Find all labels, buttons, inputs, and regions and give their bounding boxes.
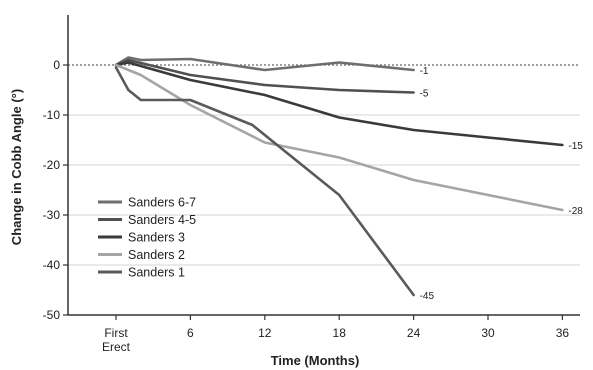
end-label-sanders-1: -45 bbox=[420, 291, 435, 302]
end-label-sanders-4-5: -5 bbox=[420, 89, 429, 100]
legend-label: Sanders 1 bbox=[128, 266, 185, 280]
y-tick-label: -40 bbox=[43, 258, 61, 272]
legend: Sanders 6-7 Sanders 4-5 Sanders 3 Sanders 2… bbox=[98, 196, 196, 280]
x-tick-label: 30 bbox=[481, 326, 495, 340]
end-label-sanders-6-7: -1 bbox=[420, 66, 429, 77]
end-label-sanders-2: -28 bbox=[568, 206, 583, 217]
legend-label: Sanders 2 bbox=[128, 248, 185, 262]
x-tick-label: 24 bbox=[407, 326, 421, 340]
end-value-labels: -1 -5 -15 -28 -45 bbox=[420, 66, 584, 302]
y-tick-label: -50 bbox=[43, 308, 61, 322]
series-line-sanders-2 bbox=[114, 63, 564, 212]
legend-label: Sanders 4-5 bbox=[128, 213, 196, 227]
y-tick-label: -30 bbox=[43, 208, 61, 222]
y-tick-label: -10 bbox=[43, 108, 61, 122]
y-axis-title: Change in Cobb Angle (°) bbox=[9, 89, 24, 245]
series-line-sanders-6-7 bbox=[114, 56, 415, 72]
series-line-sanders-1 bbox=[114, 66, 415, 297]
y-axis-ticks: 0 -10 -20 -30 -40 -50 bbox=[43, 58, 68, 322]
x-tick-label: 18 bbox=[333, 326, 347, 340]
x-tick-label: First bbox=[104, 326, 128, 340]
x-tick-label: 36 bbox=[556, 326, 570, 340]
x-tick-label: 12 bbox=[258, 326, 272, 340]
x-tick-label: 6 bbox=[187, 326, 194, 340]
x-tick-label: Erect bbox=[102, 340, 131, 354]
y-tick-label: -20 bbox=[43, 158, 61, 172]
legend-label: Sanders 6-7 bbox=[128, 196, 196, 210]
x-axis-title: Time (Months) bbox=[271, 353, 360, 368]
series-lines bbox=[114, 56, 564, 297]
end-label-sanders-3: -15 bbox=[568, 141, 583, 152]
legend-label: Sanders 3 bbox=[128, 231, 185, 245]
y-tick-label: 0 bbox=[53, 58, 60, 72]
series-line-sanders-3 bbox=[114, 61, 564, 147]
series-line-sanders-4-5 bbox=[114, 58, 415, 94]
